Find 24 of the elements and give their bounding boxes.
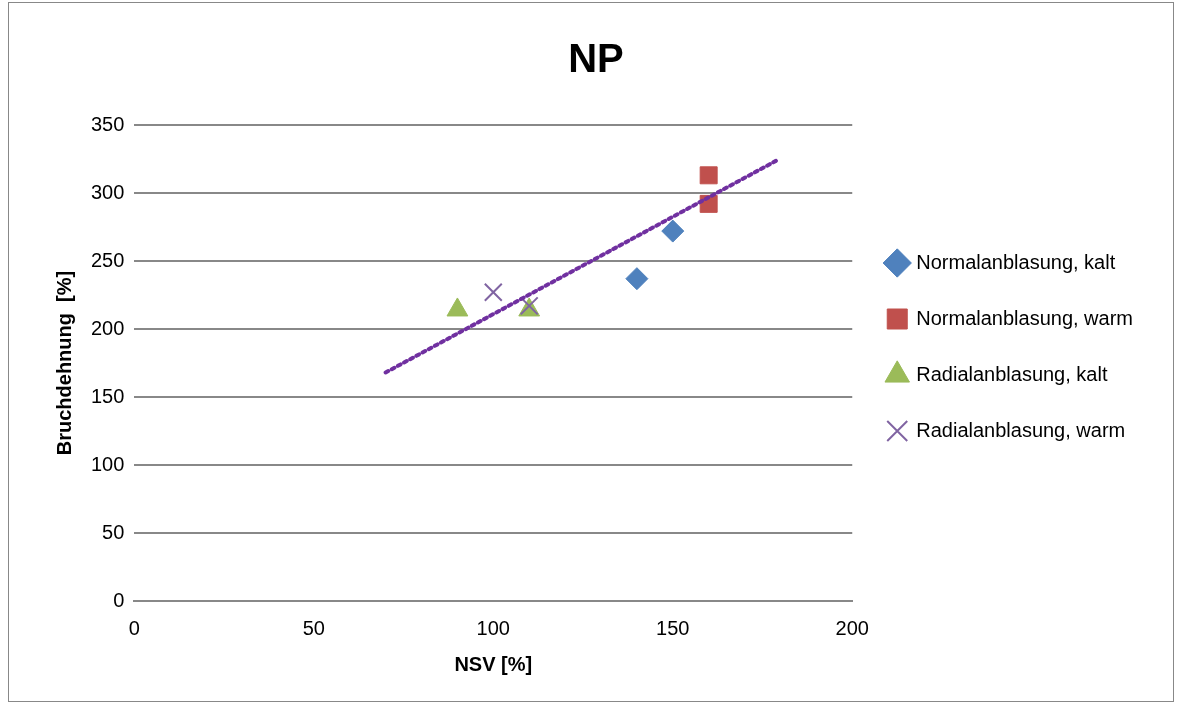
x-tick-label: 0 (128, 616, 140, 639)
y-tick-label: 250 (90, 248, 125, 271)
y-tick-label: 200 (90, 316, 125, 339)
y-tick-label: 0 (113, 588, 125, 611)
y-tick-label: 100 (90, 452, 125, 475)
point (661, 219, 685, 243)
chart-title: NP (568, 36, 624, 81)
point (625, 267, 649, 291)
y-tick-label: 150 (90, 384, 125, 407)
y-tick-label: 300 (90, 180, 125, 203)
x-tick-label: 200 (835, 616, 869, 639)
legend-label: Radialanblasung, kalt (916, 362, 1108, 385)
legend-label: Normalanblasung, warm (916, 306, 1134, 329)
x-axis-title: NSV [%] (454, 652, 533, 675)
y-axis-title: Bruchdehnung [%] (52, 270, 75, 456)
y-tick-label: 50 (102, 520, 125, 543)
x-tick-label: 50 (302, 616, 325, 639)
legend-label: Radialanblasung, warm (916, 418, 1126, 441)
x-tick-label: 100 (476, 616, 510, 639)
point (699, 166, 718, 185)
point (483, 282, 503, 302)
legend-label: Normalanblasung, kalt (916, 250, 1116, 273)
x-tick-label: 150 (656, 616, 690, 639)
y-tick-label: 350 (90, 112, 125, 135)
